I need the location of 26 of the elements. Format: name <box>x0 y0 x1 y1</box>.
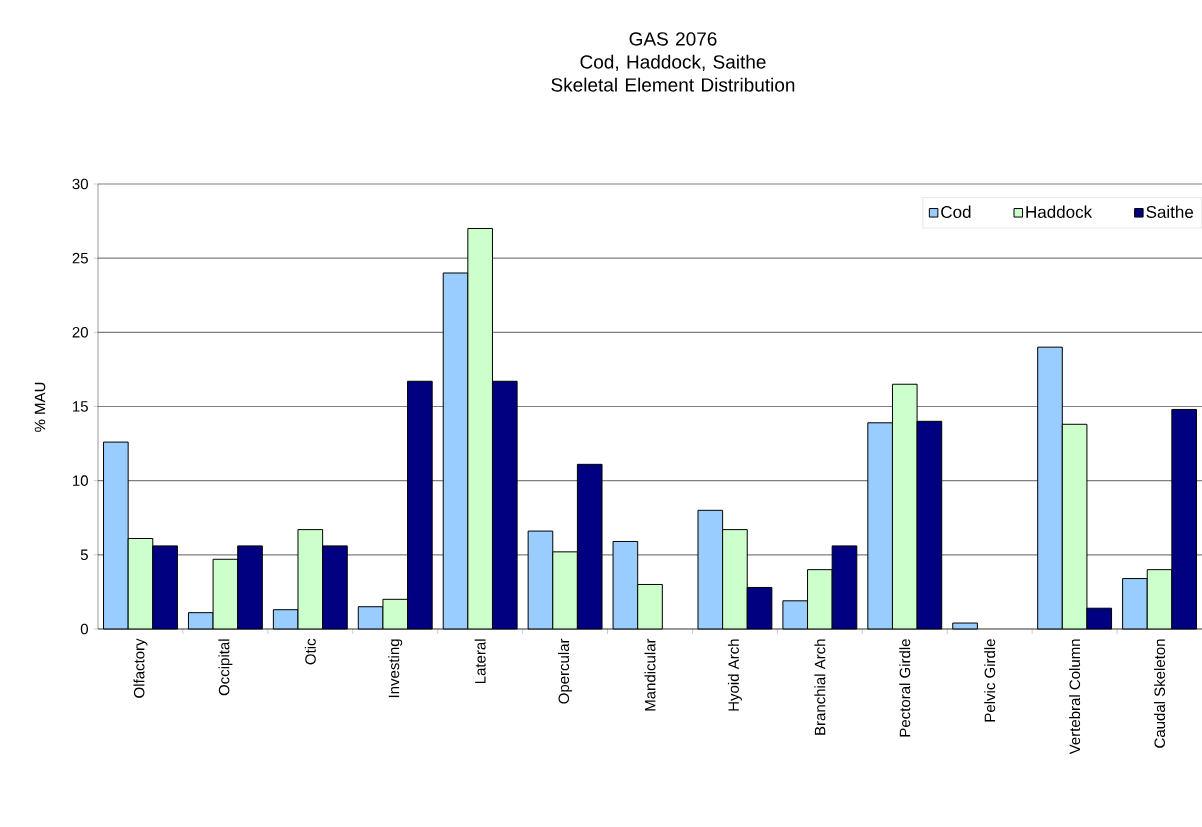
y-tick-label: 10 <box>73 475 88 486</box>
y-tick-label: 30 <box>72 178 88 190</box>
x-tick-label: Vertebral Column <box>1069 639 1081 755</box>
x-tick-label: Otic <box>304 638 316 665</box>
x-tick-label: Opercular <box>558 638 573 704</box>
x-tick-label: Hyoid Arch <box>727 639 742 711</box>
chart-title: GAS 2076 <box>629 32 717 46</box>
x-tick-label: Branchial Arch <box>814 639 826 735</box>
y-tick-label: 15 <box>73 401 88 412</box>
x-tick-label: Caudal Skeleton <box>1154 639 1166 748</box>
x-tick-label: Mandicular <box>644 638 656 711</box>
x-tick-label: Lateral <box>474 639 486 684</box>
legend-label: Haddock <box>1026 205 1093 219</box>
y-tick-label: 5 <box>80 549 88 561</box>
y-tick-label: 20 <box>72 327 88 338</box>
x-tick-label: Occipital <box>218 639 233 696</box>
x-tick-label: Pelvic Girdle <box>984 639 996 722</box>
x-tick-label: Investing <box>388 639 403 698</box>
legend-label: Saithe <box>1146 205 1194 219</box>
y-axis-title: % MAU <box>34 382 46 432</box>
y-tick-label: 0 <box>80 623 88 635</box>
x-tick-label: Pectoral Girdle <box>899 639 911 737</box>
y-tick-label: 25 <box>72 252 88 264</box>
legend-label: Cod <box>941 205 971 219</box>
x-tick-label: Olfactory <box>133 638 148 698</box>
chart-subtitle: Cod, Haddock, Saithe Skeletal Element Distribution <box>551 54 795 92</box>
